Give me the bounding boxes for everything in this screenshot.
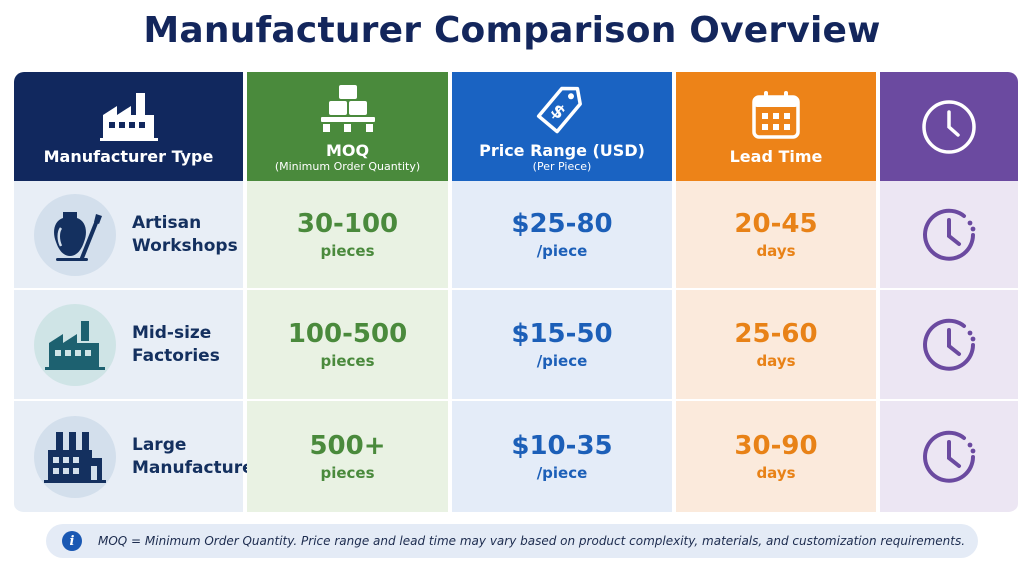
footnote-banner: i MOQ = Minimum Order Quantity. Price ra… [46, 524, 978, 558]
type-label: Mid-size Factories [132, 322, 220, 366]
row-large-clock [880, 401, 1018, 514]
header-price-range: $ Price Range (USD) (Per Piece) [452, 72, 672, 181]
clock-icon [923, 430, 976, 483]
calendar-icon [752, 91, 800, 139]
moq-unit: pieces [320, 241, 375, 260]
header-manufacturer-type: Manufacturer Type [14, 72, 243, 181]
header-label: Manufacturer Type [43, 147, 214, 166]
moq-value: 500+ [309, 430, 386, 461]
page-title: Manufacturer Comparison Overview [143, 10, 881, 51]
row-artisan-clock [880, 181, 1018, 290]
moq-value: 100-500 [287, 318, 408, 349]
factory-icon [99, 93, 158, 141]
info-icon: i [62, 531, 82, 551]
lead-value: 20-45 [734, 208, 818, 239]
clock-icon [923, 318, 976, 371]
lead-unit: days [756, 351, 796, 370]
row-artisan-price: $25-80 /piece [452, 181, 672, 290]
type-icon-circle [34, 303, 116, 386]
header-lead-time: Lead Time [676, 72, 876, 181]
row-mid-size-factories-type: Mid-size Factories [14, 290, 243, 401]
price-value: $25-80 [511, 208, 613, 239]
price-value: $15-50 [511, 318, 613, 349]
row-mid-size-clock [880, 290, 1018, 401]
row-large-manufacturers-type: Large Manufacturers [14, 401, 272, 514]
header-label: MOQ [325, 140, 370, 160]
type-icon-circle [34, 415, 116, 498]
type-label: Large Manufacturers [132, 434, 273, 478]
lead-value: 25-60 [734, 318, 818, 349]
price-tag-icon: $ [536, 86, 582, 133]
lead-value: 30-90 [734, 430, 818, 461]
lead-unit: days [756, 463, 796, 482]
header-moq: MOQ (Minimum Order Quantity) [247, 72, 448, 181]
price-value: $10-35 [511, 430, 613, 461]
type-icon-circle [34, 193, 116, 276]
boxes-pallet-icon [320, 84, 375, 132]
large-factory-icon [44, 431, 106, 483]
moq-unit: pieces [320, 463, 375, 482]
header-label: Lead Time [729, 147, 823, 166]
row-large-lead: 30-90 days [676, 401, 876, 514]
row-mid-size-price: $15-50 /piece [452, 290, 672, 401]
lead-unit: days [756, 241, 796, 260]
row-artisan-moq: 30-100 pieces [247, 181, 448, 290]
header-clock [880, 72, 1018, 181]
clock-icon [923, 208, 976, 261]
price-unit: /piece [536, 463, 588, 482]
price-unit: /piece [536, 351, 588, 370]
moq-value: 30-100 [296, 208, 399, 239]
row-artisan-lead: 20-45 days [676, 181, 876, 290]
row-mid-size-lead: 25-60 days [676, 290, 876, 401]
comparison-table: Manufacturer Type MOQ (Minimum Order Qua… [14, 72, 1018, 514]
header-label: Price Range (USD) [479, 140, 645, 160]
row-large-moq: 500+ pieces [247, 401, 448, 514]
moq-unit: pieces [320, 351, 375, 370]
pottery-brush-icon [54, 211, 102, 261]
row-mid-size-moq: 100-500 pieces [247, 290, 448, 401]
clock-icon [922, 99, 976, 154]
header-sublabel: (Per Piece) [532, 159, 592, 173]
row-artisan-workshops-type: Artisan Workshops [14, 181, 243, 290]
footnote-text: MOQ = Minimum Order Quantity. Price rang… [98, 534, 966, 548]
price-unit: /piece [536, 241, 588, 260]
row-large-price: $10-35 /piece [452, 401, 672, 514]
factory-icon [45, 320, 105, 370]
type-label: Artisan Workshops [132, 212, 238, 256]
header-sublabel: (Minimum Order Quantity) [274, 159, 421, 173]
